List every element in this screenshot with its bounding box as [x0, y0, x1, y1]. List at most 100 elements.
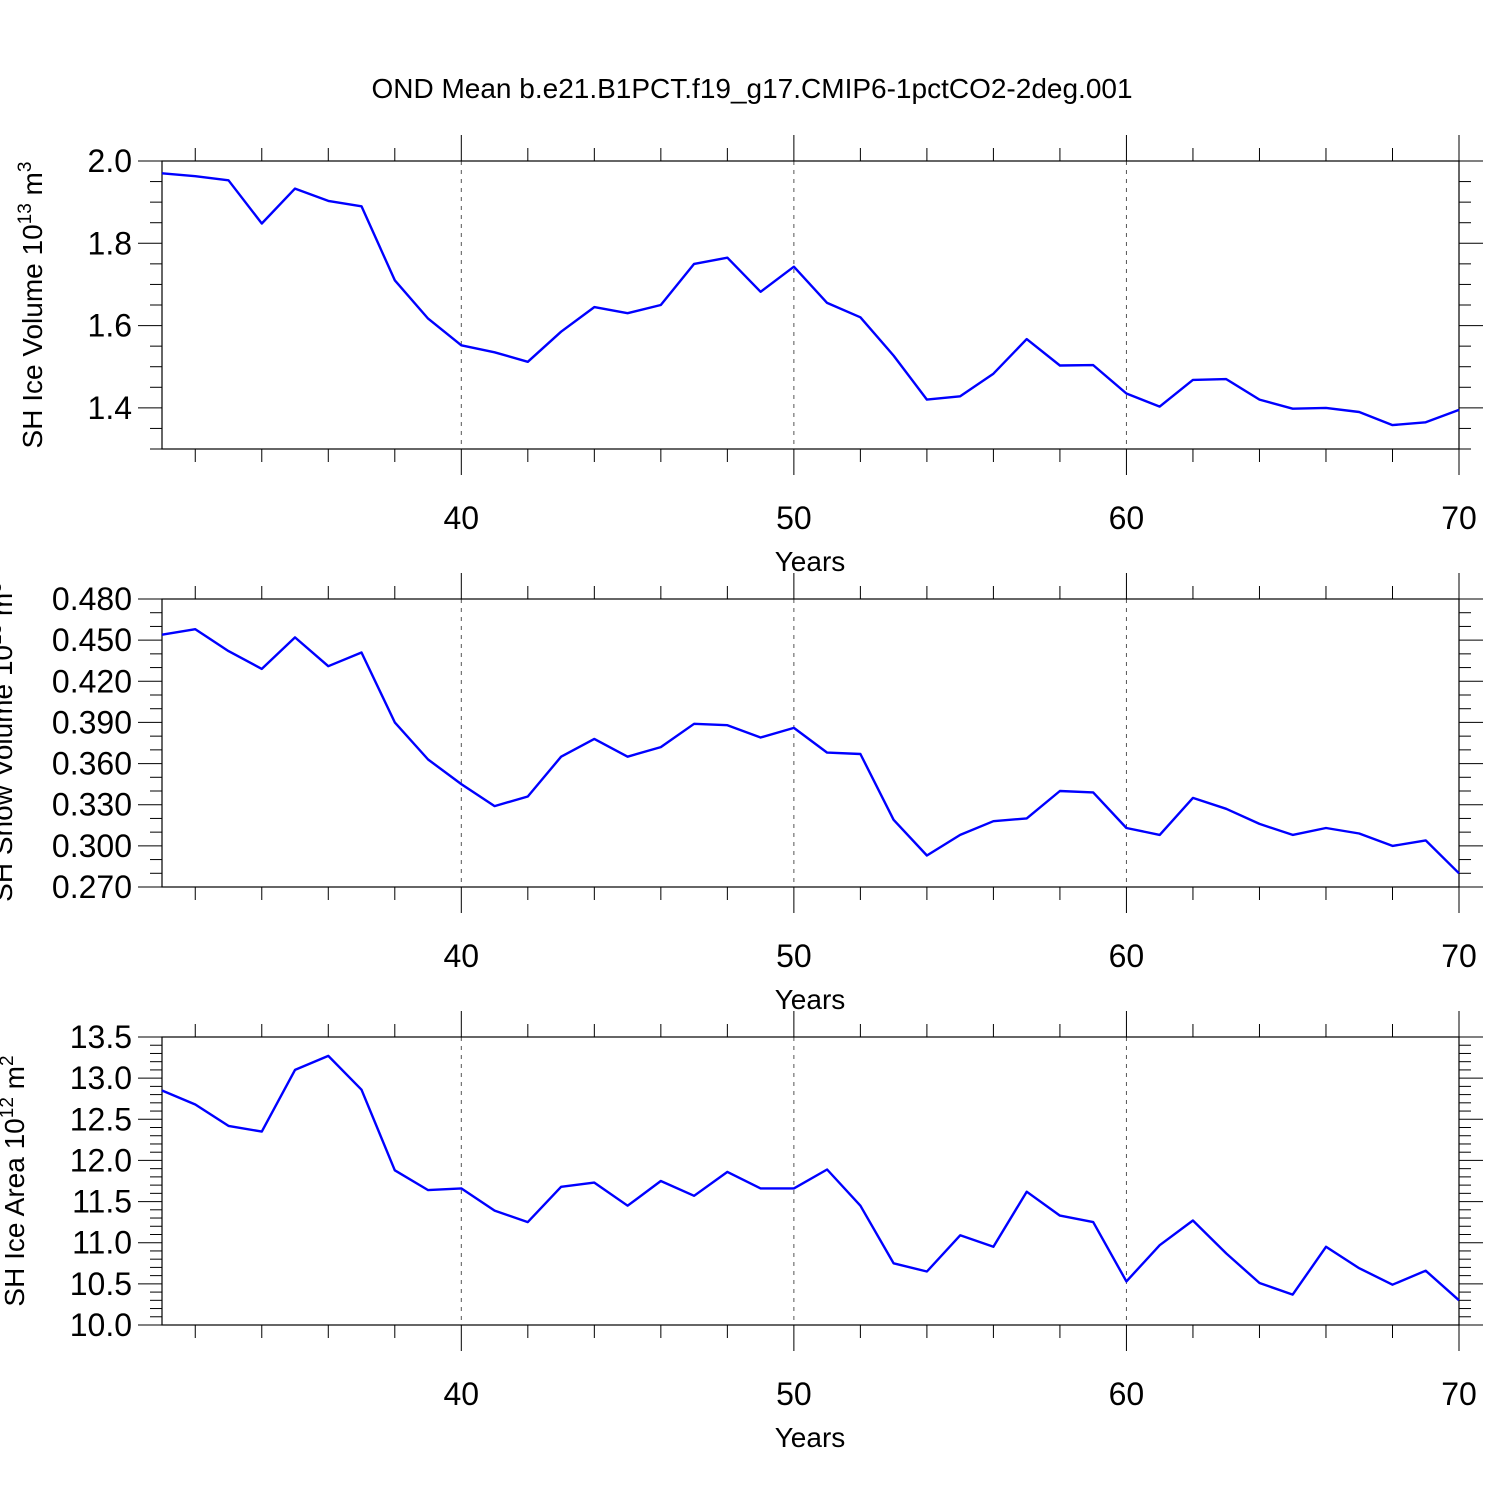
data-point-ice-area-44	[593, 1181, 595, 1183]
data-point-ice-volume-43	[560, 331, 562, 333]
y-axis-label-0: SH Ice Volume 1013 m3	[15, 162, 48, 449]
data-point-ice-area-54	[926, 1270, 928, 1272]
data-point-ice-area-35	[294, 1069, 296, 1071]
data-point-ice-volume-54	[926, 398, 928, 400]
data-point-ice-volume-42	[527, 361, 529, 363]
y-axis-label-2-main: SH Ice Area 10	[0, 1118, 30, 1306]
y-tick-label-0: 10.0	[70, 1307, 132, 1343]
panel-1-plot: 40 50 60 70 0.270 0.300 0.330 0.360 0.390 0.420 0.…	[52, 573, 1483, 974]
y-axis-label-1-exp: 13	[0, 624, 6, 645]
x-tick-label-70: 70	[1441, 1376, 1477, 1412]
data-point-snow-volume-67	[1358, 832, 1360, 834]
data-point-ice-area-61	[1158, 1244, 1160, 1246]
data-point-ice-area-67	[1358, 1267, 1360, 1269]
data-point-ice-area-64	[1258, 1282, 1260, 1284]
data-point-ice-area-56	[992, 1246, 994, 1248]
x-tick-label-50: 50	[776, 1376, 812, 1412]
y-tick-label-5: 0.420	[52, 663, 132, 699]
data-point-ice-area-31	[161, 1089, 163, 1091]
y-tick-label-1: 10.5	[70, 1266, 132, 1302]
data-point-snow-volume-61	[1158, 834, 1160, 836]
data-point-snow-volume-60	[1125, 827, 1127, 829]
data-point-ice-volume-68	[1391, 424, 1393, 426]
data-point-snow-volume-48	[726, 724, 728, 726]
data-point-ice-area-32	[194, 1103, 196, 1105]
data-point-ice-volume-50	[793, 266, 795, 268]
x-tick-label-70: 70	[1441, 500, 1477, 536]
data-point-snow-volume-45	[626, 756, 628, 758]
data-point-ice-volume-55	[959, 395, 961, 397]
y-axis-label-0-unit-exp: 3	[15, 162, 36, 173]
y-tick-label-3: 2.0	[88, 143, 132, 179]
data-point-ice-volume-34	[261, 222, 263, 224]
y-tick-label-3: 0.360	[52, 746, 132, 782]
data-point-ice-area-34	[261, 1130, 263, 1132]
panel-ice-volume: 40 50 60 70 1.4 1.6 1.8 2.0 Years SH Ice Volume…	[15, 135, 1483, 577]
data-point-ice-area-43	[560, 1186, 562, 1188]
data-point-snow-volume-43	[560, 756, 562, 758]
panel-2-plot: 40 50 60 70 10.0 10.5 11.0 11.5 12.0 12.5 13.0 13.5	[70, 1011, 1483, 1412]
y-tick-label-3: 11.5	[72, 1184, 132, 1220]
data-point-snow-volume-39	[427, 758, 429, 760]
data-point-ice-volume-51	[826, 302, 828, 304]
data-point-ice-area-48	[726, 1171, 728, 1173]
data-point-ice-area-66	[1325, 1246, 1327, 1248]
data-point-snow-volume-65	[1292, 834, 1294, 836]
data-point-ice-area-36	[327, 1055, 329, 1057]
plot-frame	[161, 1036, 1460, 1326]
data-point-ice-area-57	[1025, 1190, 1027, 1192]
data-point-ice-volume-44	[593, 306, 595, 308]
panel-snow-volume: 40 50 60 70 0.270 0.300 0.330 0.360 0.390 0.420 0.…	[0, 573, 1483, 1015]
data-point-snow-volume-46	[660, 746, 662, 748]
data-point-snow-volume-32	[194, 628, 196, 630]
data-point-ice-volume-61	[1158, 405, 1160, 407]
data-point-ice-area-59	[1092, 1221, 1094, 1223]
y-tick-label-0: 0.270	[52, 869, 132, 905]
x-axis-label-2: Years	[775, 1422, 846, 1453]
data-point-snow-volume-69	[1425, 839, 1427, 841]
data-point-ice-area-38	[394, 1169, 396, 1171]
data-point-snow-volume-52	[859, 753, 861, 755]
data-point-snow-volume-51	[826, 751, 828, 753]
data-point-ice-area-55	[959, 1234, 961, 1236]
data-point-snow-volume-64	[1258, 823, 1260, 825]
y-tick-label-7: 0.480	[52, 581, 132, 617]
y-axis-label-0-unit: m	[17, 172, 48, 203]
x-tick-label-40: 40	[444, 1376, 480, 1412]
y-axis-label-1: SH Snow Volume 1013 m3	[0, 582, 18, 902]
y-axis-label-2-exp: 12	[0, 1097, 18, 1118]
y-axis-label-0-main: SH Ice Volume 10	[17, 224, 48, 448]
data-point-snow-volume-41	[493, 805, 495, 807]
x-tick-label-70: 70	[1441, 938, 1477, 974]
plot-frame	[161, 160, 1460, 450]
data-point-ice-area-47	[693, 1195, 695, 1197]
x-tick-label-50: 50	[776, 500, 812, 536]
data-point-ice-volume-31	[161, 172, 163, 174]
data-point-ice-volume-36	[327, 200, 329, 202]
data-point-snow-volume-55	[959, 834, 961, 836]
data-point-ice-volume-52	[859, 316, 861, 318]
data-point-snow-volume-70	[1458, 872, 1460, 874]
data-point-ice-area-53	[892, 1262, 894, 1264]
data-point-ice-volume-69	[1425, 421, 1427, 423]
y-tick-label-2: 1.8	[88, 225, 132, 261]
y-axis-label-2: SH Ice Area 1012 m2	[0, 1055, 30, 1306]
y-tick-label-0: 1.4	[88, 390, 132, 426]
data-point-snow-volume-66	[1325, 827, 1327, 829]
data-point-ice-area-37	[360, 1088, 362, 1090]
y-axis-label-0-exp: 13	[15, 203, 36, 224]
y-tick-label-1: 1.6	[88, 308, 132, 344]
series-line-ice-volume	[161, 172, 1460, 427]
data-point-snow-volume-40	[460, 783, 462, 785]
data-point-snow-volume-63	[1225, 808, 1227, 810]
data-point-ice-area-62	[1192, 1219, 1194, 1221]
data-point-ice-area-39	[427, 1189, 429, 1191]
x-tick-label-60: 60	[1109, 500, 1145, 536]
data-point-ice-area-45	[626, 1204, 628, 1206]
y-tick-label-1: 0.300	[52, 828, 132, 864]
data-point-ice-volume-45	[626, 312, 628, 314]
data-point-ice-area-68	[1391, 1283, 1393, 1285]
panel-ice-area: 40 50 60 70 10.0 10.5 11.0 11.5 12.0 12.5 13.0 13.5…	[0, 1011, 1483, 1453]
data-point-snow-volume-53	[892, 819, 894, 821]
